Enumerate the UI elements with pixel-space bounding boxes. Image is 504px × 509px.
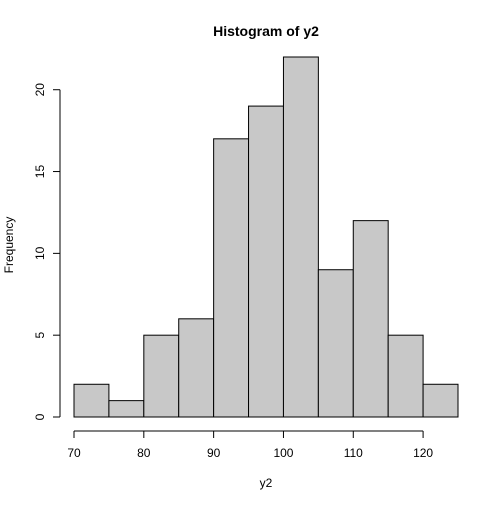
histogram-bar-105-110 xyxy=(317,269,354,418)
x-tick-label-100: 100 xyxy=(273,446,293,460)
y-tick-label-20: 20 xyxy=(33,83,47,97)
x-tick-label-80: 80 xyxy=(137,446,151,460)
histogram-bar-70-75 xyxy=(73,383,110,418)
histogram-bar-120-125 xyxy=(422,383,459,418)
y-tick-label-5: 5 xyxy=(33,332,47,339)
x-tick-label-120: 120 xyxy=(413,446,433,460)
histogram-bar-110-115 xyxy=(352,220,389,418)
chart-title: Histogram of y2 xyxy=(213,23,319,39)
histogram-bar-100-105 xyxy=(282,56,319,418)
y-tick-label-10: 10 xyxy=(33,246,47,260)
histogram-bar-115-120 xyxy=(387,334,424,418)
x-axis: 70 80 90 100 110 120 xyxy=(67,430,433,460)
histogram-bar-80-85 xyxy=(143,334,180,418)
x-axis-title: y2 xyxy=(260,476,273,490)
y-tick-label-0: 0 xyxy=(33,413,47,420)
histogram-bar-75-80 xyxy=(108,400,145,418)
y-tick-label-15: 15 xyxy=(33,165,47,179)
bars-group xyxy=(73,56,459,418)
histogram-bar-95-100 xyxy=(248,105,284,418)
y-axis-title: Frequency xyxy=(2,217,16,274)
y-axis: 0 5 10 15 20 xyxy=(33,83,61,420)
x-tick-label-90: 90 xyxy=(207,446,221,460)
histogram-bar-85-90 xyxy=(178,318,215,418)
x-tick-label-70: 70 xyxy=(67,446,81,460)
histogram-bar-90-95 xyxy=(213,138,250,418)
x-tick-label-110: 110 xyxy=(344,446,363,460)
